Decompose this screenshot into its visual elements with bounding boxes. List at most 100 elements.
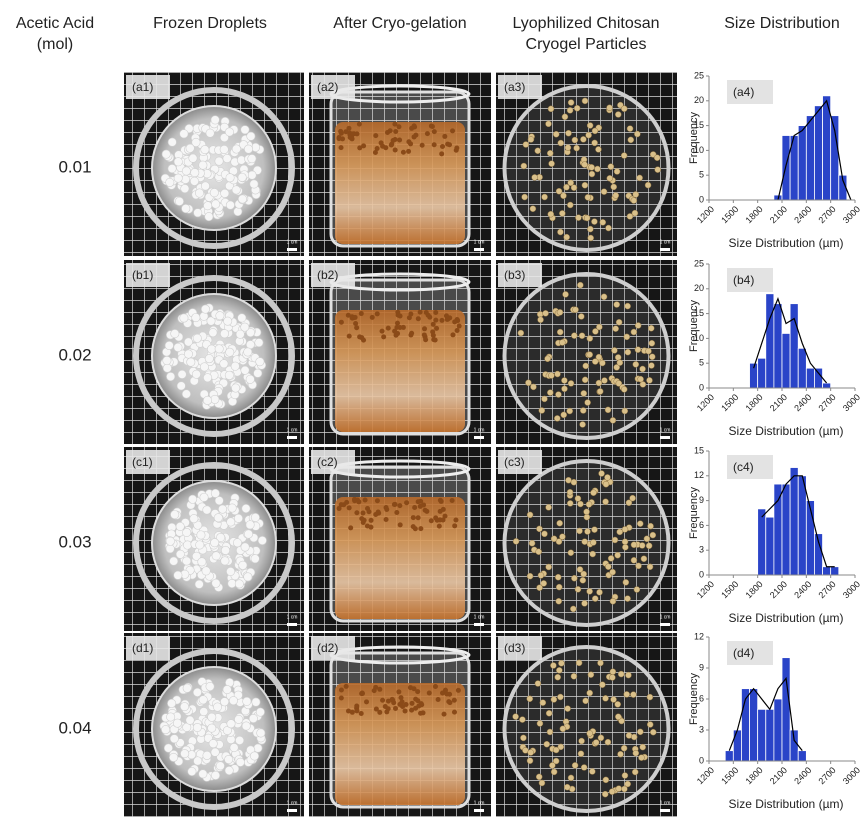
cryogel-particle — [654, 155, 660, 161]
frozen-bead — [225, 371, 233, 379]
cryogel-particle — [587, 335, 593, 341]
cryogel-particle — [551, 769, 557, 775]
gel-particle — [384, 517, 389, 522]
frozen-bead — [203, 751, 211, 759]
cryogel-particle — [638, 376, 644, 382]
row-label: 0.02 — [58, 345, 91, 364]
cryogel-particle — [582, 377, 588, 383]
cryogel-particle — [603, 499, 609, 505]
cryogel-particle — [576, 660, 582, 666]
x-axis-label: Size Distribution (µm) — [729, 611, 844, 625]
photo: (c1)1 cm — [124, 447, 304, 631]
cryogel-particle — [605, 564, 611, 570]
cryogel-particle — [528, 750, 534, 756]
photo: (a2)1 cm — [309, 72, 491, 256]
gel-particle — [450, 498, 455, 503]
cryogel-particle — [527, 512, 533, 518]
cryogel-particle — [603, 481, 609, 487]
x-tick-label: 1500 — [719, 392, 740, 413]
cryogel-particle — [631, 734, 637, 740]
frozen-bead — [221, 546, 229, 554]
cryogel-particle — [568, 550, 574, 556]
cryogel-particle — [539, 780, 545, 786]
gel-particle — [416, 316, 421, 321]
y-tick-label: 15 — [694, 445, 704, 455]
cryogel-particle — [563, 291, 569, 297]
cryogel-particle — [546, 710, 552, 716]
cryogel-particle — [546, 121, 552, 127]
gel-particle — [396, 689, 401, 694]
y-tick-label: 0 — [699, 569, 704, 579]
gel-particle — [339, 145, 344, 150]
gel-particle — [375, 498, 380, 503]
histogram-bar — [790, 730, 798, 761]
frozen-bead — [220, 360, 228, 368]
frozen-bead — [208, 724, 216, 732]
frozen-bead — [203, 374, 211, 382]
frozen-bead — [183, 684, 191, 692]
histogram-bar — [798, 476, 806, 575]
frozen-bead — [227, 720, 235, 728]
frozen-bead — [182, 528, 190, 536]
gel-particle — [413, 697, 418, 702]
cryogel-particle — [622, 408, 628, 414]
cryogel-particle — [630, 692, 636, 698]
gel-particle — [383, 704, 388, 709]
frozen-bead — [182, 204, 190, 212]
cryogel-particle — [562, 114, 568, 120]
gel-particle — [411, 515, 416, 520]
frozen-bead — [212, 552, 220, 560]
cryogel-particle — [530, 206, 536, 212]
cryogel-particle — [522, 194, 528, 200]
cryogel-particle — [566, 477, 572, 483]
frozen-bead — [213, 703, 221, 711]
cryogel-particle — [604, 474, 610, 480]
cryogel-particle — [633, 361, 639, 367]
cryogel-particle — [627, 126, 633, 132]
cryogel-particle — [616, 786, 622, 792]
frozen-bead — [182, 390, 190, 398]
histogram-bar — [733, 730, 741, 761]
cryogel-particle — [621, 786, 627, 792]
frozen-bead — [183, 541, 191, 549]
frozen-bead — [250, 752, 258, 760]
histogram-bar — [758, 358, 766, 388]
cryogel-particle — [599, 471, 605, 477]
cryogel-particle — [596, 380, 602, 386]
gel-particle — [443, 688, 448, 693]
frozen-bead — [174, 571, 182, 579]
gel-particle — [452, 698, 457, 703]
photo: (d1)1 cm — [124, 633, 304, 817]
cryogel-particle — [591, 219, 597, 225]
cryogel-particle — [610, 569, 616, 575]
photo: (c2)1 cm — [309, 447, 491, 631]
frozen-bead — [221, 189, 229, 197]
cryogel-particle — [590, 539, 596, 545]
frozen-bead — [190, 177, 198, 185]
gel-particle — [432, 142, 437, 147]
cryogel-particle — [592, 596, 598, 602]
x-tick-label: 1200 — [695, 579, 716, 600]
gel-particle — [407, 315, 412, 320]
cryogel-particle — [571, 185, 577, 191]
cryogel-particle — [650, 729, 656, 735]
frozen-bead — [211, 489, 219, 497]
frozen-bead — [243, 697, 251, 705]
cryogel-particle — [525, 380, 531, 386]
frozen-bead — [176, 550, 184, 558]
cryogel-particle — [547, 150, 553, 156]
cryogel-particle — [601, 294, 607, 300]
gel-particle — [373, 685, 378, 690]
cryogel-particle — [574, 145, 580, 151]
gel-particle — [385, 130, 390, 135]
frozen-bead — [195, 189, 203, 197]
gel-particle — [339, 502, 344, 507]
gel-particle — [410, 701, 415, 706]
scale-bar — [474, 809, 484, 812]
cryogel-particle — [556, 584, 562, 590]
gel-particle — [422, 326, 427, 331]
frozen-bead — [235, 736, 243, 744]
gel-particle — [403, 709, 408, 714]
frozen-bead — [233, 539, 241, 547]
frozen-bead — [252, 698, 260, 706]
